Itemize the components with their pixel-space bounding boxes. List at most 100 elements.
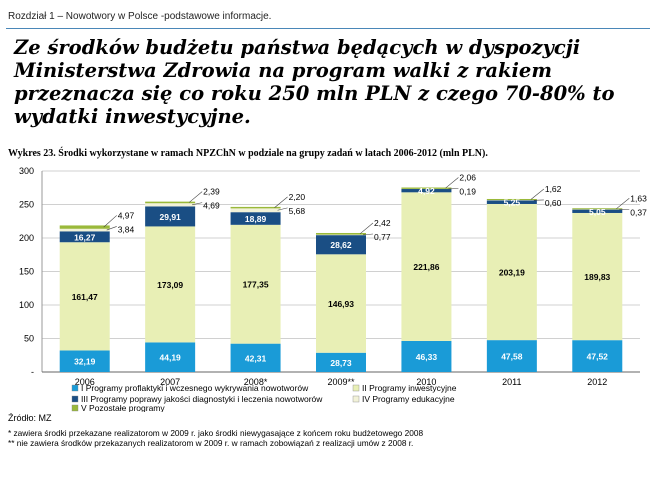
x-tick-label: 2009** bbox=[327, 377, 355, 387]
bar-segment-III bbox=[230, 212, 281, 225]
data-label-III: 4,92 bbox=[418, 186, 435, 196]
bar-segment-III bbox=[401, 189, 452, 193]
leader-line bbox=[530, 188, 545, 200]
source-note: Źródło: MZ bbox=[8, 413, 52, 423]
bar-segment-V bbox=[59, 225, 110, 229]
data-label-III: 16,27 bbox=[74, 232, 96, 242]
data-label-V: 1,63 bbox=[630, 193, 647, 203]
stacked-bar-chart: - 50 100 150 200 250 300 32,19 161,47 16,27 4,97 3,… bbox=[19, 166, 647, 412]
bar-segment-I bbox=[486, 340, 537, 372]
legend-label-I: I Programy proflaktyki i wczesnego wykry… bbox=[81, 383, 309, 393]
leader-line bbox=[362, 233, 374, 236]
legend-label-II: II Programy inwestycyjne bbox=[362, 383, 457, 393]
data-label-II: 173,09 bbox=[157, 280, 183, 290]
bar-segment-II bbox=[486, 203, 537, 341]
leader-line bbox=[192, 202, 203, 206]
bar-segment-III bbox=[59, 231, 110, 243]
legend-swatch-V bbox=[71, 404, 79, 412]
data-label-I: 44,19 bbox=[160, 353, 182, 363]
x-tick-label: 2006 bbox=[75, 377, 95, 387]
bar-segment-IV bbox=[145, 203, 196, 207]
y-tick-label: 250 bbox=[19, 200, 34, 210]
leader-line bbox=[445, 177, 459, 189]
data-label-II: 177,35 bbox=[243, 280, 269, 290]
bar-segment-V bbox=[316, 232, 366, 235]
bar-segment-I bbox=[401, 340, 452, 372]
data-label-V: 2,39 bbox=[203, 187, 220, 197]
footnote-2: ** nie zawiera środków przekazanych real… bbox=[8, 438, 414, 448]
bar-segment-V bbox=[145, 201, 196, 204]
bar-segment-V bbox=[401, 187, 452, 189]
bar-segment-II bbox=[572, 212, 623, 341]
bar-segment-I bbox=[59, 350, 110, 372]
y-tick-label: 50 bbox=[24, 334, 34, 344]
data-label-III: 18,89 bbox=[245, 214, 267, 224]
data-label-V: 2,06 bbox=[459, 173, 476, 183]
legend-swatch-III bbox=[71, 395, 79, 403]
data-label-I: 28,73 bbox=[330, 358, 352, 368]
legend-label-IV: IV Programy edukacyjne bbox=[362, 394, 455, 404]
bar-segment-III bbox=[316, 235, 366, 255]
data-label-V: 2,42 bbox=[374, 218, 391, 228]
data-label-II: 203,19 bbox=[499, 268, 525, 278]
data-label-IV: 0,19 bbox=[459, 187, 476, 197]
bar-segment-I bbox=[230, 343, 281, 372]
data-label-II: 161,47 bbox=[72, 292, 98, 302]
bar-segment-II bbox=[145, 226, 196, 343]
legend-label-V: V Pozostałe programy bbox=[81, 403, 165, 412]
chart-caption: Wykres 23. Środki wykorzystane w ramach … bbox=[8, 148, 488, 159]
bar-segment-IV bbox=[230, 208, 281, 213]
bar-segment-V bbox=[230, 206, 281, 209]
data-label-III: 5,25 bbox=[504, 198, 521, 208]
bar-segment-III bbox=[145, 206, 196, 227]
bar-segment-I bbox=[572, 340, 623, 372]
y-tick-label: - bbox=[31, 367, 34, 377]
bar-segment-IV bbox=[59, 228, 110, 232]
data-label-V: 2,20 bbox=[289, 192, 306, 202]
data-label-II: 146,93 bbox=[328, 299, 354, 309]
leader-line bbox=[106, 226, 117, 231]
leader-line bbox=[359, 222, 374, 235]
data-label-III: 28,62 bbox=[330, 240, 352, 250]
data-label-I: 32,19 bbox=[74, 357, 96, 367]
footnote-1: * zawiera środki przekazane realizatorom… bbox=[8, 428, 424, 438]
y-tick-label: 200 bbox=[19, 233, 34, 243]
data-label-V: 1,62 bbox=[545, 184, 562, 194]
data-label-IV: 0,77 bbox=[374, 232, 391, 242]
x-tick-label: 2007 bbox=[160, 377, 180, 387]
bar-segment-III bbox=[486, 200, 537, 204]
section-header: Rozdział 1 – Nowotwory w Polsce -podstaw… bbox=[8, 11, 272, 22]
bar-segment-V bbox=[572, 208, 623, 210]
data-label-V: 4,97 bbox=[118, 210, 135, 220]
bar-segment-I bbox=[145, 342, 196, 372]
x-tick-label: 2008* bbox=[244, 377, 268, 387]
data-label-II: 189,83 bbox=[584, 272, 610, 282]
data-label-I: 46,33 bbox=[416, 352, 438, 362]
data-label-I: 47,52 bbox=[587, 352, 609, 362]
legend-label-III: III Programy poprawy jakości diagnostyki… bbox=[81, 394, 323, 404]
bar-segment-II bbox=[401, 192, 452, 341]
y-tick-label: 300 bbox=[19, 166, 34, 176]
data-label-I: 47,58 bbox=[501, 352, 523, 362]
legend-swatch-II bbox=[352, 384, 360, 392]
legend-swatch-I bbox=[71, 384, 79, 392]
leader-line bbox=[277, 207, 288, 211]
y-tick-label: 150 bbox=[19, 267, 34, 277]
data-label-IV: 0,60 bbox=[545, 198, 562, 208]
data-label-IV: 0,37 bbox=[630, 207, 647, 217]
leader-line bbox=[188, 191, 203, 203]
leader-line bbox=[103, 215, 117, 228]
data-label-IV: 5,68 bbox=[289, 206, 306, 216]
legend-swatch-IV bbox=[352, 395, 360, 403]
x-tick-label: 2011 bbox=[502, 377, 521, 387]
data-label-II: 221,86 bbox=[413, 262, 439, 272]
bar-segment-II bbox=[59, 242, 110, 351]
bar-segment-IV bbox=[316, 234, 366, 236]
bar-segment-V bbox=[486, 198, 537, 201]
bar-segment-III bbox=[572, 209, 623, 213]
x-tick-label: 2012 bbox=[587, 377, 607, 387]
leader-line bbox=[274, 196, 288, 208]
x-tick-label: 2010 bbox=[416, 377, 436, 387]
bar-segment-II bbox=[316, 254, 366, 353]
data-label-IV: 4,69 bbox=[203, 201, 220, 211]
